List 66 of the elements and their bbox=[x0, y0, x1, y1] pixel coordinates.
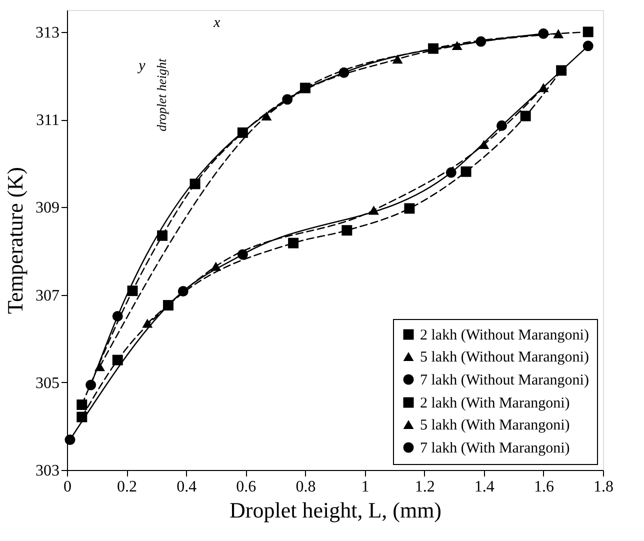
point bbox=[261, 111, 272, 121]
y-tick-label: 305 bbox=[36, 374, 60, 392]
point bbox=[446, 167, 456, 178]
x-axis-title: Droplet height, L, (mm) bbox=[229, 498, 442, 522]
point bbox=[460, 166, 472, 177]
y-axis-title: Temperature (K) bbox=[2, 167, 28, 314]
x-tick-label: 0.4 bbox=[176, 478, 197, 496]
point bbox=[478, 140, 490, 150]
x-tick-label: 1.6 bbox=[534, 478, 554, 496]
point bbox=[237, 127, 248, 138]
annotation: y bbox=[136, 58, 146, 74]
annotation: x bbox=[212, 15, 221, 31]
x-tick-label: 0.6 bbox=[236, 478, 256, 496]
point bbox=[127, 286, 138, 296]
point bbox=[300, 82, 310, 94]
point bbox=[538, 28, 549, 39]
point bbox=[452, 40, 462, 50]
point bbox=[342, 225, 352, 236]
point bbox=[428, 43, 439, 54]
y-tick-label: 311 bbox=[36, 112, 60, 130]
point bbox=[553, 29, 564, 38]
point bbox=[496, 120, 507, 131]
point bbox=[288, 238, 299, 248]
legend-label: 5 lakh (Without Marangoni) bbox=[420, 350, 589, 366]
point bbox=[520, 110, 531, 122]
x-tick-label: 1.4 bbox=[474, 478, 494, 496]
point bbox=[368, 206, 379, 215]
point bbox=[237, 249, 248, 260]
point bbox=[556, 65, 567, 76]
legend-label: 5 lakh (With Marangoni) bbox=[420, 418, 570, 434]
legend-label: 7 lakh (With Marangoni) bbox=[420, 440, 570, 456]
point bbox=[404, 203, 415, 214]
point bbox=[538, 83, 549, 92]
point bbox=[392, 54, 403, 64]
point bbox=[476, 36, 486, 47]
point bbox=[582, 26, 594, 38]
x-tick-label: 1.8 bbox=[594, 478, 614, 496]
y-tick-label: 307 bbox=[36, 287, 60, 304]
annotation: droplet height bbox=[154, 58, 169, 132]
point bbox=[64, 434, 76, 446]
point bbox=[76, 412, 88, 422]
point bbox=[210, 262, 222, 271]
point bbox=[112, 354, 123, 366]
x-tick-label: 0 bbox=[64, 478, 72, 496]
x-tick-label: 0.2 bbox=[117, 478, 138, 496]
point bbox=[338, 67, 350, 78]
point bbox=[163, 300, 174, 311]
y-tick-label: 309 bbox=[36, 200, 60, 217]
point bbox=[76, 399, 88, 410]
point bbox=[157, 230, 168, 241]
point bbox=[190, 178, 200, 190]
point bbox=[282, 94, 293, 105]
point bbox=[142, 318, 153, 328]
point bbox=[94, 362, 105, 372]
point bbox=[178, 286, 188, 296]
point bbox=[582, 40, 594, 52]
point bbox=[112, 310, 123, 322]
legend-label: 7 lakh (Without Marangoni) bbox=[420, 372, 589, 388]
y-tick-label: 313 bbox=[36, 24, 60, 42]
x-tick-label: 1 bbox=[361, 478, 370, 496]
x-tick-label: 0.8 bbox=[296, 478, 316, 496]
legend-label: 2 lakh (With Marangoni) bbox=[420, 396, 570, 412]
x-tick-label: 1.2 bbox=[414, 478, 435, 496]
legend-label: 2 lakh (Without Marangoni) bbox=[420, 328, 589, 344]
y-tick-label: 303 bbox=[36, 462, 60, 480]
point bbox=[86, 380, 96, 390]
